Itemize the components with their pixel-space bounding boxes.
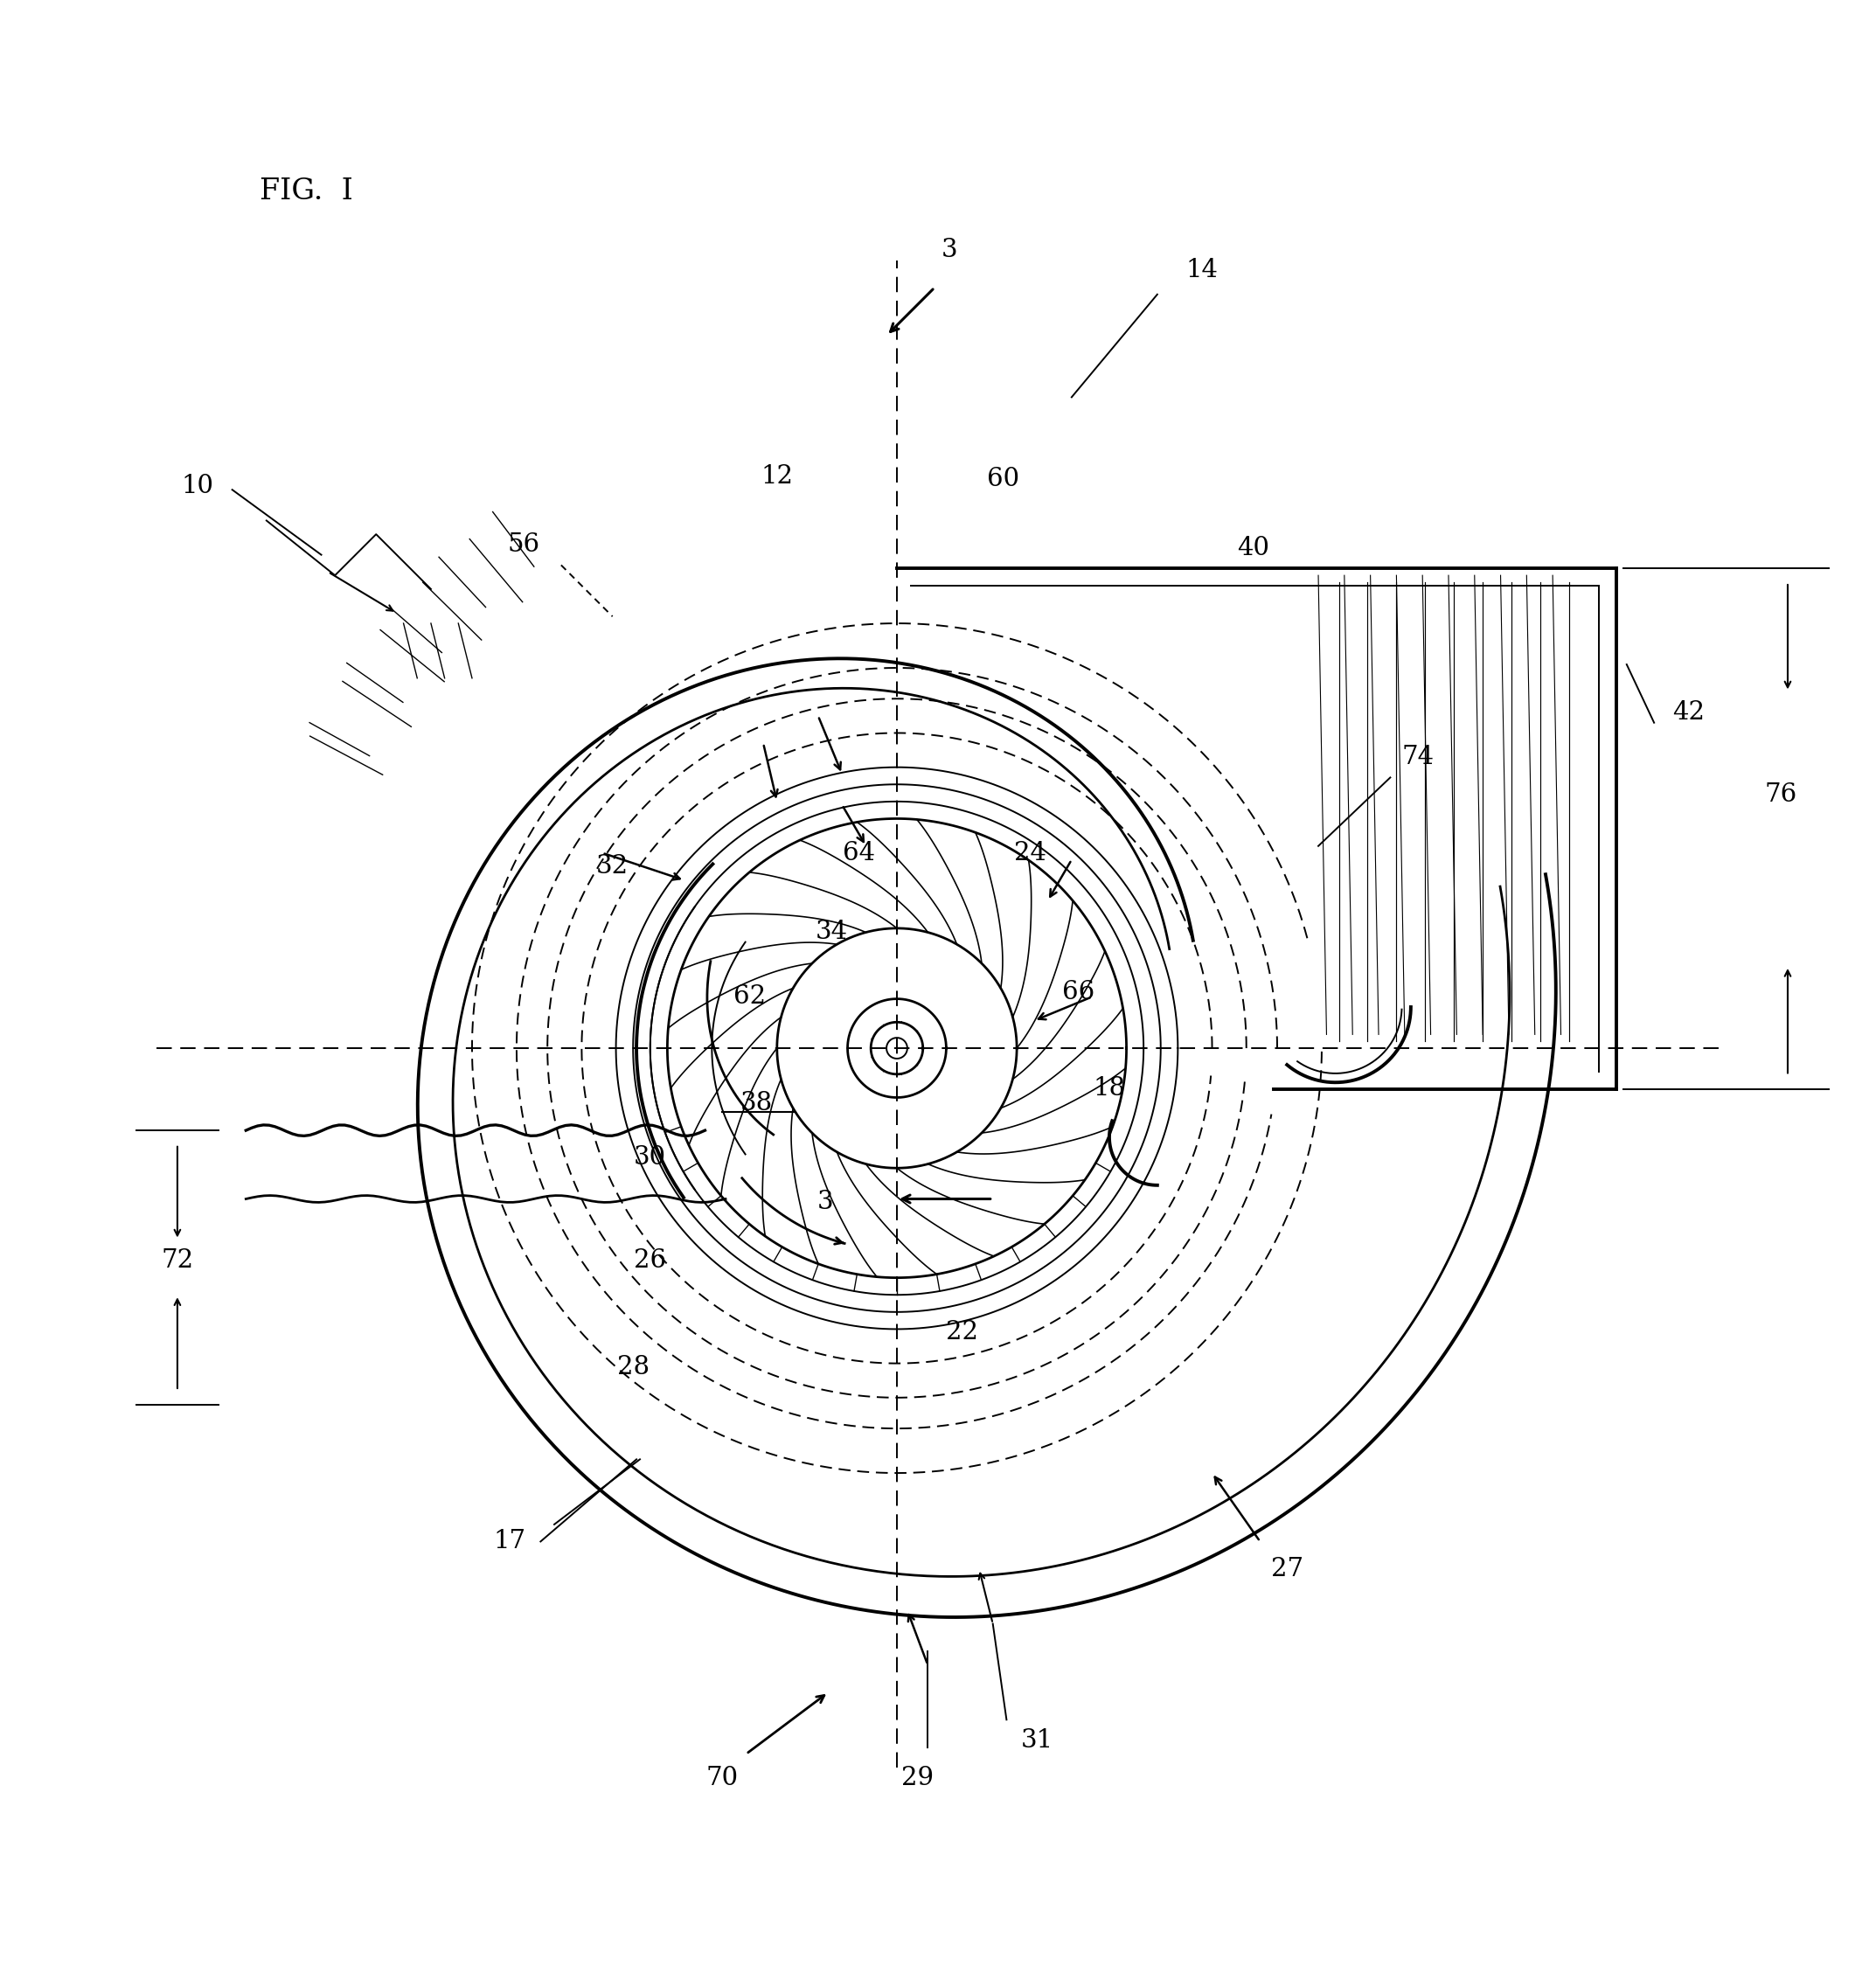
Text: 60: 60 [987,468,1019,491]
Text: 12: 12 [762,464,794,487]
Text: 3: 3 [942,237,959,262]
Text: 74: 74 [1401,744,1433,769]
Text: 17: 17 [493,1529,525,1555]
Text: 22: 22 [946,1320,977,1346]
Text: 72: 72 [161,1249,193,1273]
Text: 31: 31 [1021,1728,1054,1752]
Text: 66: 66 [1062,981,1096,1004]
Text: 18: 18 [1094,1075,1126,1101]
Text: 40: 40 [1236,537,1270,560]
Text: 29: 29 [900,1766,934,1790]
Text: 70: 70 [705,1766,739,1790]
Text: 27: 27 [1272,1557,1304,1580]
Text: 30: 30 [634,1146,666,1170]
Text: 38: 38 [741,1091,773,1115]
Text: 3: 3 [816,1190,833,1215]
Text: 62: 62 [734,985,765,1008]
Text: 28: 28 [617,1355,649,1379]
Text: 32: 32 [597,854,628,878]
Text: 64: 64 [842,840,876,864]
Text: 24: 24 [1015,840,1047,864]
Text: 56: 56 [507,533,540,556]
Text: 26: 26 [634,1249,666,1273]
Text: 14: 14 [1186,258,1218,282]
Text: 76: 76 [1765,783,1797,807]
Text: 10: 10 [182,474,214,499]
Text: 34: 34 [816,919,848,943]
Text: 42: 42 [1672,700,1705,724]
Text: FIG.  I: FIG. I [259,178,353,205]
